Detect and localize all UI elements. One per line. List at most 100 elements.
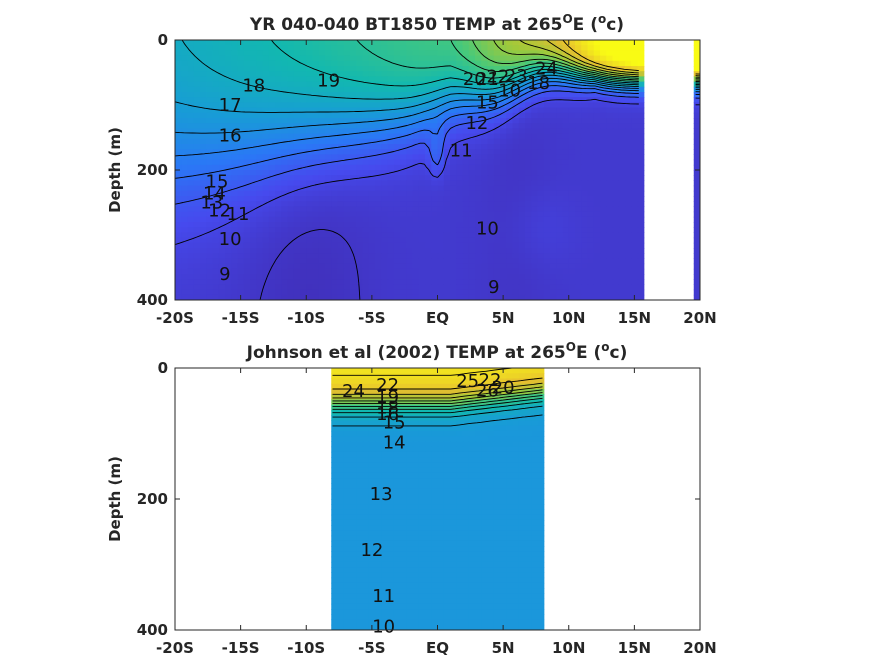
heatmap-cell	[550, 138, 557, 145]
contour-label: 10	[498, 81, 521, 102]
heatmap-cell	[343, 294, 351, 300]
heatmap-cell	[356, 211, 364, 218]
heatmap-cell	[525, 102, 532, 109]
heatmap-cell	[437, 107, 445, 114]
heatmap-cell	[368, 263, 376, 270]
heatmap-cell	[387, 107, 395, 114]
heatmap-cell	[306, 164, 314, 171]
heatmap-cell	[606, 248, 614, 254]
heatmap-cell	[306, 154, 314, 161]
heatmap-cell	[400, 493, 407, 500]
heatmap-cell	[237, 206, 245, 213]
heatmap-cell	[525, 185, 532, 192]
heatmap-cell	[393, 128, 401, 135]
heatmap-cell	[487, 478, 495, 484]
heatmap-cell	[587, 86, 595, 93]
heatmap-cell	[368, 415, 376, 421]
heatmap-cell	[637, 258, 645, 265]
heatmap-cell	[175, 76, 182, 83]
heatmap-cell	[387, 81, 395, 88]
heatmap-cell	[250, 40, 257, 46]
heatmap-cell	[506, 274, 514, 280]
heatmap-cell	[612, 138, 620, 145]
heatmap-cell	[312, 66, 320, 72]
heatmap-cell	[443, 45, 451, 51]
heatmap-cell	[593, 237, 601, 244]
heatmap-cell	[225, 248, 232, 254]
heatmap-cell	[443, 457, 451, 463]
heatmap-cell	[275, 185, 282, 192]
heatmap-cell	[531, 45, 539, 51]
heatmap-cell	[325, 211, 332, 218]
heatmap-cell	[456, 404, 464, 411]
heatmap-cell	[425, 294, 432, 300]
heatmap-cell	[431, 123, 439, 129]
heatmap-cell	[350, 493, 357, 500]
heatmap-cell	[618, 81, 626, 88]
heatmap-cell	[262, 159, 270, 166]
heatmap-cell	[418, 50, 426, 57]
heatmap-cell	[343, 535, 351, 542]
heatmap-cell	[443, 509, 451, 516]
heatmap-cell	[450, 279, 457, 285]
heatmap-cell	[406, 227, 414, 233]
heatmap-cell	[387, 112, 395, 119]
y-tick-label: 400	[137, 291, 168, 309]
heatmap-cell	[481, 138, 489, 145]
heatmap-cell	[181, 190, 189, 197]
heatmap-cell	[331, 383, 339, 390]
heatmap-cell	[500, 211, 507, 218]
heatmap-cell	[418, 71, 426, 77]
heatmap-cell	[350, 294, 357, 300]
heatmap-cell	[581, 66, 589, 72]
heatmap-cell	[431, 436, 439, 442]
heatmap-cell	[206, 92, 214, 98]
heatmap-cell	[350, 373, 357, 380]
heatmap-cell	[250, 159, 257, 166]
heatmap-cell	[193, 164, 201, 171]
heatmap-cell	[381, 441, 389, 448]
heatmap-cell	[431, 232, 439, 239]
heatmap-cell	[500, 420, 507, 427]
heatmap-cell	[506, 478, 514, 484]
heatmap-cell	[325, 237, 332, 244]
heatmap-cell	[475, 154, 482, 161]
heatmap-cell	[400, 190, 407, 197]
heatmap-cell	[481, 253, 489, 259]
heatmap-cell	[568, 112, 576, 119]
heatmap-cell	[175, 284, 182, 291]
heatmap-cell	[543, 40, 551, 46]
heatmap-cell	[268, 216, 276, 223]
heatmap-cell	[237, 112, 245, 119]
heatmap-cell	[475, 514, 482, 521]
heatmap-cell	[250, 232, 257, 239]
heatmap-cell	[581, 227, 589, 233]
heatmap-cell	[431, 451, 439, 458]
heatmap-cell	[693, 164, 700, 171]
heatmap-cell	[506, 118, 514, 124]
heatmap-cell	[612, 206, 620, 213]
heatmap-cell	[431, 493, 439, 500]
heatmap-cell	[262, 274, 270, 280]
heatmap-cell	[556, 206, 564, 213]
heatmap-cell	[475, 45, 482, 51]
heatmap-cell	[487, 92, 495, 98]
heatmap-cell	[475, 425, 482, 432]
heatmap-cell	[362, 388, 370, 395]
heatmap-cell	[562, 128, 570, 135]
heatmap-cell	[375, 284, 382, 291]
heatmap-cell	[425, 123, 432, 129]
heatmap-cell	[306, 107, 314, 114]
heatmap-cell	[443, 185, 451, 192]
heatmap-cell	[693, 76, 700, 83]
heatmap-cell	[175, 71, 182, 77]
heatmap-cell	[368, 242, 376, 249]
heatmap-cell	[293, 71, 301, 77]
heatmap-cell	[518, 232, 526, 239]
heatmap-cell	[218, 123, 226, 129]
heatmap-cell	[450, 451, 457, 458]
heatmap-cell	[237, 97, 245, 103]
heatmap-cell	[337, 71, 345, 77]
heatmap-cell	[218, 97, 226, 103]
heatmap-cell	[493, 268, 501, 275]
